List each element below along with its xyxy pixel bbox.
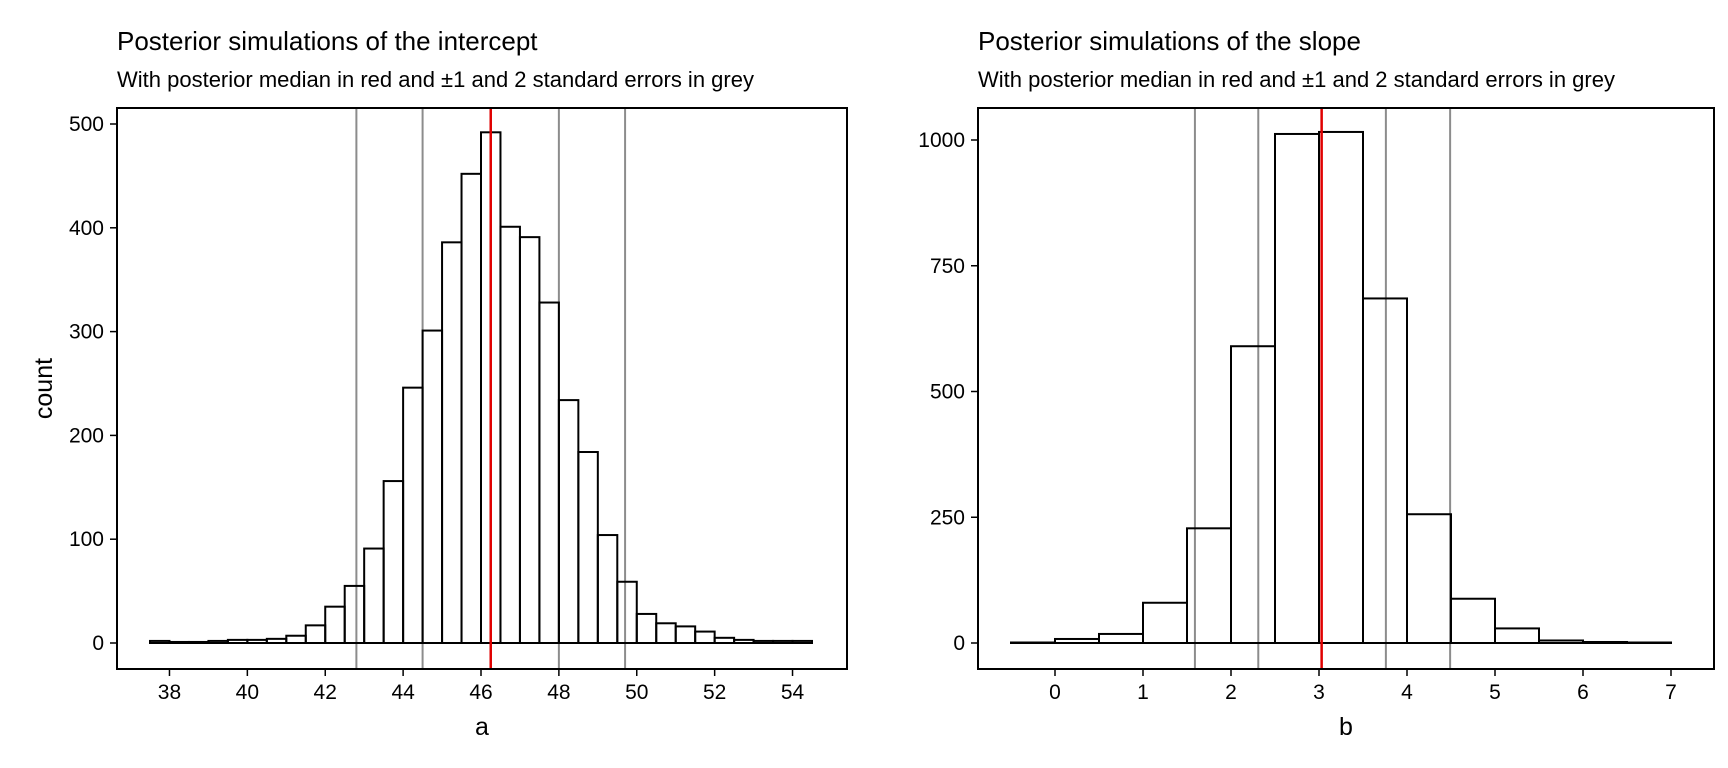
histogram-bar [1186, 527, 1232, 644]
histogram-bar [1098, 632, 1144, 644]
histogram-bar [168, 640, 190, 644]
x-tick-label: 40 [236, 681, 259, 704]
histogram-bar [1538, 639, 1584, 644]
histogram-bar [441, 241, 463, 644]
histogram-bar [207, 639, 229, 645]
histogram-bar [772, 639, 794, 645]
histogram-bar [791, 639, 814, 645]
histogram-bar [674, 625, 697, 645]
y-tick-label: 1000 [918, 129, 965, 152]
y-tick-label: 100 [69, 528, 104, 551]
histogram-bar [557, 399, 580, 644]
histogram-bar [187, 640, 210, 644]
intercept-panel: Posterior simulations of the intercept W… [30, 26, 848, 741]
y-tick-label: 0 [953, 632, 965, 655]
histogram-bar [655, 622, 677, 645]
y-tick-label: 500 [930, 381, 965, 404]
histogram-bar [246, 638, 268, 644]
histogram-bar [596, 534, 619, 644]
x-tick-label: 2 [1225, 681, 1237, 704]
y-tick-label: 0 [92, 632, 104, 655]
histogram-bar [1582, 640, 1628, 645]
y-tick-label: 400 [69, 217, 104, 240]
x-tick-label: 50 [625, 681, 648, 704]
histogram-bar [577, 451, 599, 644]
histogram-bar [265, 637, 288, 645]
histogram-bar [1494, 627, 1540, 645]
y-tick-label: 300 [69, 321, 104, 344]
x-tick-label: 52 [703, 681, 726, 704]
histogram-bar [304, 624, 327, 645]
x-tick-label: 1 [1137, 681, 1149, 704]
x-axis-label: b [1339, 713, 1353, 741]
histogram-bar [460, 172, 483, 644]
x-tick-label: 46 [469, 681, 492, 704]
histogram-bar [518, 236, 541, 644]
chart-title: Posterior simulations of the slope [978, 26, 1361, 56]
y-tick-label: 750 [930, 255, 965, 278]
histogram-bar [694, 630, 716, 644]
x-tick-label: 54 [781, 681, 805, 704]
y-tick-label: 500 [69, 113, 104, 136]
plot-border [977, 107, 1715, 670]
histogram-bar [421, 329, 444, 644]
y-tick-label: 250 [930, 506, 965, 529]
chart-subtitle: With posterior median in red and ±1 and … [978, 67, 1615, 92]
y-tick-label: 200 [69, 424, 104, 447]
slope-histogram: 0 1 2 3 4 5 6 7 0 250 500 750 1000 b [918, 107, 1715, 741]
x-axis-label: a [475, 713, 489, 741]
x-tick-label: 48 [547, 681, 570, 704]
chart-subtitle: With posterior median in red and ±1 and … [117, 67, 754, 92]
slope-panel: Posterior simulations of the slope With … [864, 0, 1728, 768]
histogram-bar [635, 612, 658, 644]
histogram-bar [1362, 297, 1408, 644]
histogram-bar [616, 580, 638, 644]
histogram-bar [1230, 345, 1276, 644]
histogram-bar [343, 584, 366, 644]
histogram-bar [752, 639, 775, 645]
histogram-bar [324, 605, 346, 644]
x-tick-label: 0 [1049, 681, 1061, 704]
x-tick-label: 4 [1401, 681, 1413, 704]
histogram-bar [285, 634, 307, 645]
x-tick-label: 42 [314, 681, 337, 704]
histogram-bar [1450, 597, 1496, 645]
x-tick-label: 3 [1313, 681, 1325, 704]
histogram-bar [226, 638, 249, 644]
histogram-bar [1142, 601, 1188, 645]
histogram-bar [382, 480, 405, 644]
histogram-bar [1274, 132, 1320, 645]
histogram-bar [1054, 637, 1100, 645]
histogram-bar [499, 225, 521, 644]
intercept-histogram: 38 40 42 44 46 48 50 52 54 0 100 200 300 400 500 a count [30, 107, 848, 741]
plot-border [116, 107, 848, 670]
x-tick-label: 44 [391, 681, 415, 704]
chart-title: Posterior simulations of the intercept [117, 26, 538, 56]
histogram-bar [149, 639, 171, 645]
histogram-bar [1010, 641, 1056, 645]
histogram-bar [1406, 513, 1452, 644]
histogram-bar [402, 386, 424, 645]
histogram-bar [363, 547, 385, 644]
x-tick-label: 6 [1577, 681, 1589, 704]
x-tick-label: 7 [1665, 681, 1677, 704]
histogram-bar [538, 301, 560, 644]
histogram-bar [733, 638, 755, 644]
x-tick-label: 5 [1489, 681, 1501, 704]
histogram-bar [1626, 641, 1672, 645]
histogram-bar [1318, 130, 1364, 644]
histogram-bar [713, 636, 736, 644]
y-axis-label: count [30, 358, 58, 419]
x-tick-label: 38 [158, 681, 181, 704]
